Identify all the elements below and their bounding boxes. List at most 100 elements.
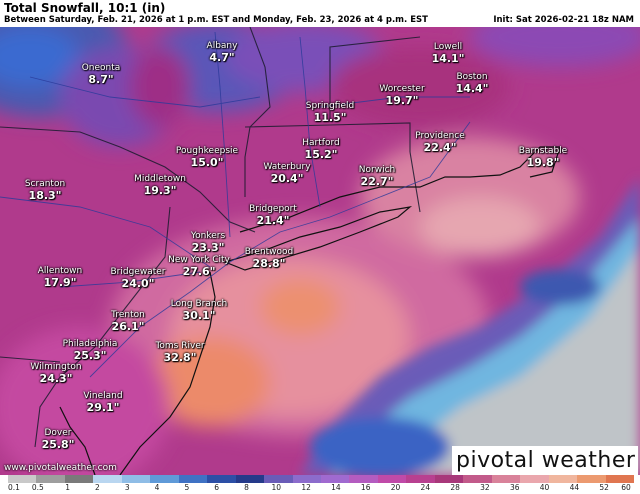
legend-tick-label: 40 [539, 483, 550, 492]
city-label-providence: Providence 22.4" [415, 131, 465, 154]
legend-tick-label: 32 [480, 483, 490, 492]
legend-swatch [36, 475, 65, 483]
city-label-scranton: Scranton 18.3" [24, 179, 66, 202]
legend-swatch [463, 475, 492, 483]
legend-swatch [349, 475, 378, 483]
city-label-toms-river: Toms River 32.8" [155, 341, 205, 364]
city-label-allentown: Allentown 17.9" [37, 266, 83, 289]
city-label-bridgeport: Bridgeport 21.4" [249, 204, 297, 227]
legend-swatch [292, 475, 321, 483]
city-label-vineland: Vineland 29.1" [83, 391, 123, 414]
pa-nj-border [34, 206, 171, 448]
legend-tick-label: 24 [420, 483, 431, 492]
snowfall-map [0, 27, 640, 475]
light-snow-core-ocean [310, 417, 450, 475]
legend-tick-label: 14 [331, 483, 341, 492]
city-label-lowell: Lowell 14.1" [431, 42, 465, 65]
city-label-poughkeepsie: Poughkeepsie 15.0" [175, 146, 239, 169]
city-label-brentwood: Brentwood 28.8" [244, 247, 294, 270]
legend-tick-label: 52 [599, 483, 609, 492]
legend-swatch [605, 475, 634, 483]
legend-tick-labels: 0.1 0.5 1 2 3 4 5 6 8 10 12 14 16 20 24 28 32 36 40 44 52 60 [0, 483, 640, 494]
legend-tick-label: 10 [271, 483, 282, 492]
coastline-north [239, 146, 561, 233]
legend-tick-label: 6 [214, 483, 220, 492]
legend-swatch [320, 475, 350, 483]
city-label-waterbury: Waterbury 20.4" [263, 162, 311, 185]
ny-border-east [244, 27, 271, 197]
legend-tick-label: 1 [65, 483, 70, 492]
legend-tick-label: 3 [124, 483, 130, 492]
city-label-middletown: Middletown 19.3" [134, 174, 186, 197]
city-label-hartford: Hartford 15.2" [302, 138, 340, 161]
city-label-new-york-city: New York City 27.6" [168, 255, 230, 278]
trace-snow-ocean [380, 247, 640, 475]
legend-tick-label: 2 [95, 483, 100, 492]
city-label-boston: Boston 14.4" [455, 72, 489, 95]
legend-tick-label: 36 [509, 483, 520, 492]
highway-i88 [29, 76, 261, 108]
legend-swatch [520, 475, 549, 483]
legend-tick-label: 0.5 [31, 483, 44, 492]
snow-zone-delaware [0, 327, 170, 475]
legend-color-bar [8, 475, 634, 483]
highway-i80 [0, 196, 211, 268]
map-title: Total Snowfall, 10:1 (in) [4, 1, 166, 15]
heavy-band-catskills [130, 47, 190, 127]
snowfall-shading [0, 27, 640, 475]
map-header: Total Snowfall, 10:1 (in) Between Saturd… [0, 0, 640, 27]
very-heavy-snow-zone-ri [420, 197, 540, 257]
highway-i87 [214, 31, 231, 238]
legend-swatch [64, 475, 94, 483]
nj-coast [119, 271, 216, 475]
legend-tick-label: 16 [360, 483, 371, 492]
brand-wordmark: pivotal weather [456, 448, 636, 473]
long-island-outline [223, 206, 413, 271]
legend-tick-label: 60 [621, 483, 631, 492]
website-url: www.pivotalweather.com [4, 463, 117, 473]
city-label-albany: Albany 4.7" [206, 41, 238, 64]
city-label-norwich: Norwich 22.7" [358, 165, 396, 188]
ct-ri-border [409, 151, 421, 213]
highway-i78 [59, 271, 201, 288]
legend-tick-label: 8 [244, 483, 249, 492]
city-label-wilmington: Wilmington 24.3" [30, 362, 82, 385]
boundaries [0, 27, 421, 448]
delaware-bay [59, 406, 96, 475]
legend-swatch [150, 475, 179, 483]
legend-swatch [264, 475, 293, 483]
pa-md-border [0, 356, 61, 363]
valid-period: Between Saturday, Feb. 21, 2026 at 1 p.m… [4, 15, 428, 25]
city-label-dover: Dover 25.8" [41, 428, 75, 451]
legend-swatch [491, 475, 521, 483]
highway-i90 [319, 96, 470, 108]
legend-tick-label: 4 [154, 483, 160, 492]
light-snow-zone-ne [470, 27, 640, 67]
legend-tick-label: 44 [569, 483, 580, 492]
coastline [59, 146, 561, 475]
highways [0, 31, 471, 378]
legend-swatch [235, 475, 265, 483]
city-label-springfield: Springfield 11.5" [305, 101, 355, 124]
legend-swatch [577, 475, 606, 483]
highway-i91 [299, 36, 321, 208]
city-label-long-branch: Long Branch 30.1" [170, 299, 228, 322]
legend-swatch [178, 475, 208, 483]
max-snow-zone-toms-river [150, 337, 270, 427]
legend-swatch [406, 475, 435, 483]
legend-swatch [207, 475, 236, 483]
highway-i95 [89, 121, 471, 378]
legend-swatch [434, 475, 464, 483]
legend-tick-label: 5 [184, 483, 190, 492]
city-label-philadelphia: Philadelphia 25.3" [62, 339, 118, 362]
legend-tick-label: 28 [450, 483, 460, 492]
legend-tick-label: 12 [301, 483, 311, 492]
legend-swatch [548, 475, 578, 483]
model-init-time: Init: Sat 2026-02-21 18z NAM [493, 15, 634, 25]
ny-pa-border [0, 126, 256, 233]
legend-swatch [121, 475, 151, 483]
light-snow-core-ocean-east [520, 269, 600, 305]
light-snow-core-nw [0, 27, 80, 87]
city-label-barnstable: Barnstable 19.8" [518, 146, 568, 169]
legend-swatch [377, 475, 407, 483]
